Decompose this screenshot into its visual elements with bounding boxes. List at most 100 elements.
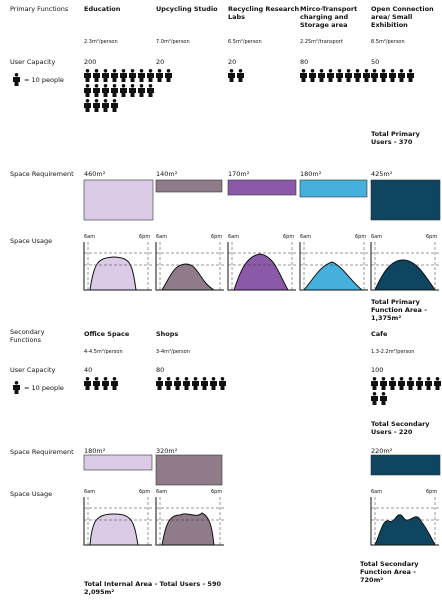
person-body xyxy=(183,381,190,390)
person-head xyxy=(121,69,126,73)
row-label: Space Usage xyxy=(10,490,53,498)
person-head xyxy=(139,84,144,88)
person-head xyxy=(381,392,386,396)
capacity: 80 xyxy=(300,58,309,66)
axis-end: 6pm xyxy=(426,234,438,240)
row-label: Space Requirement xyxy=(10,448,74,456)
person-body xyxy=(192,381,199,390)
axis-end: 6pm xyxy=(211,489,223,495)
person-body xyxy=(336,73,343,82)
usage-axes xyxy=(370,242,439,291)
column-title: Cafe xyxy=(371,330,388,338)
person-body xyxy=(345,73,352,82)
density: 3-4m²/person xyxy=(156,349,190,355)
person-head xyxy=(211,377,216,381)
density: 4-4.5m²/person xyxy=(84,349,123,355)
person-body xyxy=(111,381,118,390)
person-body xyxy=(102,73,109,82)
usage-axes xyxy=(299,242,368,291)
person-head xyxy=(103,99,108,103)
usage-curve xyxy=(303,261,363,291)
column-title: Recycling Research Labs xyxy=(228,5,300,22)
section-heading: Primary Functions xyxy=(10,5,69,13)
usage-axes xyxy=(370,497,439,546)
usage-curve xyxy=(233,253,289,291)
person-body xyxy=(120,88,127,97)
total-area: Total Primary Function Area - 1,375m² xyxy=(371,298,427,323)
person-head xyxy=(103,84,108,88)
legend-label: = 10 people xyxy=(24,76,64,84)
person-head xyxy=(390,69,395,73)
person-body xyxy=(407,73,414,82)
column-title: Education xyxy=(84,5,121,13)
area: 140m² xyxy=(156,170,178,178)
axis-start: 6am xyxy=(228,234,240,240)
person-head xyxy=(301,69,306,73)
person-body xyxy=(156,73,163,82)
usage-axes xyxy=(155,242,224,291)
density: 8.5m²/person xyxy=(371,39,405,45)
area-block xyxy=(83,179,154,221)
area-block xyxy=(155,179,223,193)
person-body xyxy=(138,88,145,97)
person-body xyxy=(13,77,20,86)
person-head xyxy=(435,377,440,381)
person-head xyxy=(130,69,135,73)
person-head xyxy=(94,377,99,381)
person-head xyxy=(372,392,377,396)
person-body xyxy=(93,73,100,82)
person-body xyxy=(147,88,154,97)
person-body xyxy=(327,73,334,82)
person-body xyxy=(389,73,396,82)
person-head xyxy=(103,69,108,73)
legend-label: = 10 people xyxy=(24,384,64,392)
person-head xyxy=(85,69,90,73)
capacity: 100 xyxy=(371,366,384,374)
total-area: Total Secondary Function Area - 720m² xyxy=(360,560,419,585)
density: 7.0m²/person xyxy=(156,39,190,45)
person-body xyxy=(93,88,100,97)
person-head xyxy=(328,69,333,73)
person-head xyxy=(157,377,162,381)
row-label: User Capacity xyxy=(10,366,56,374)
person-body xyxy=(380,381,387,390)
axis-end: 6pm xyxy=(283,234,295,240)
column-title: Shops xyxy=(156,330,179,338)
area: 170m² xyxy=(228,170,250,178)
person-body xyxy=(228,73,235,82)
person-body xyxy=(102,381,109,390)
capacity: 40 xyxy=(84,366,93,374)
person-head xyxy=(112,69,117,73)
person-body xyxy=(84,88,91,97)
person-body xyxy=(407,381,414,390)
person-head xyxy=(85,377,90,381)
person-body xyxy=(147,73,154,82)
area-block xyxy=(370,179,441,221)
axis-end: 6pm xyxy=(139,489,151,495)
person-head xyxy=(220,377,225,381)
person-head xyxy=(390,377,395,381)
density: 2.3m²/person xyxy=(84,39,118,45)
person-body xyxy=(129,88,136,97)
usage-axes xyxy=(155,497,224,546)
axis-start: 6am xyxy=(371,234,383,240)
person-head xyxy=(94,84,99,88)
area-block xyxy=(299,179,368,198)
person-body xyxy=(93,381,100,390)
person-body xyxy=(210,381,217,390)
column-title: Open Connection area/ Small Exhibition xyxy=(371,5,434,30)
area-block xyxy=(227,179,297,196)
person-body xyxy=(102,103,109,112)
person-head xyxy=(364,69,369,73)
person-body xyxy=(371,73,378,82)
axis-end: 6pm xyxy=(426,489,438,495)
area: 320m² xyxy=(156,447,178,455)
area: 425m² xyxy=(371,170,393,178)
person-body xyxy=(398,381,405,390)
row-label: Space Requirement xyxy=(10,170,74,178)
person-head xyxy=(166,69,171,73)
person-head xyxy=(14,73,19,77)
person-body xyxy=(174,381,181,390)
person-head xyxy=(417,377,422,381)
